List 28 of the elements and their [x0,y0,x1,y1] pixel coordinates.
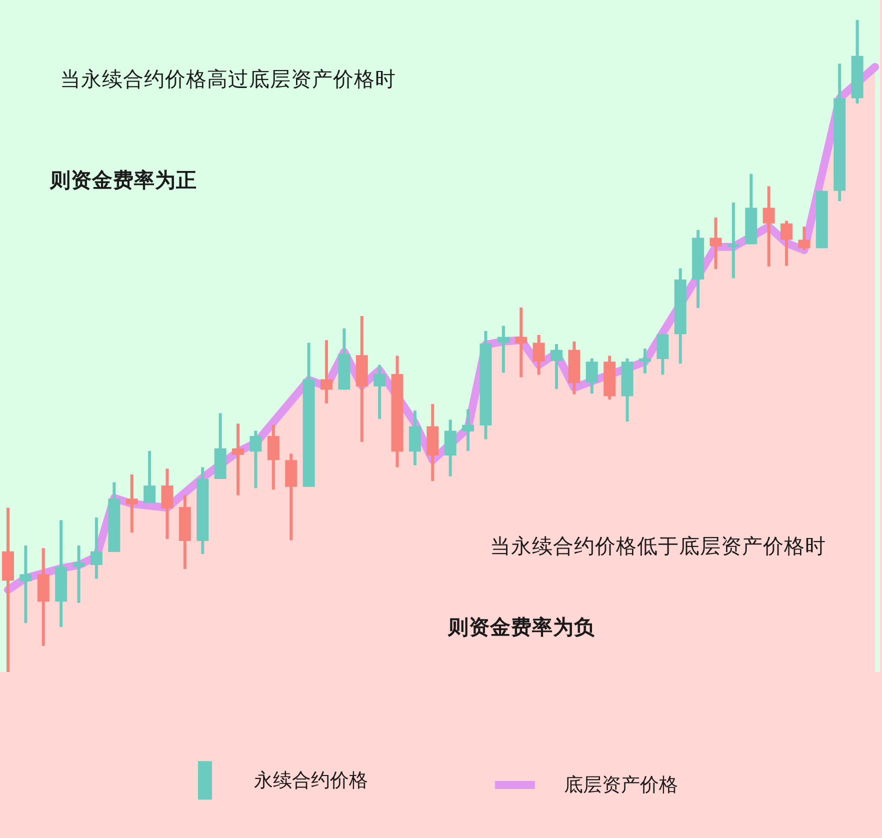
legend-label: 永续合约价格 [254,769,368,792]
candlestick [497,326,510,373]
annotation: 则资金费率为负 [447,615,596,639]
candlestick [90,517,102,579]
candlestick [727,202,740,278]
candlestick [762,186,775,266]
candlestick [232,424,244,496]
candlestick [550,344,563,390]
candlestick [586,358,598,394]
annotation: 则资金费率为正 [49,168,197,192]
candlestick [798,226,810,250]
candlestick [20,546,32,624]
candlestick [374,364,386,420]
candlestick [72,546,85,603]
legend-label: 底层资产价格 [564,774,678,796]
candlestick [126,474,138,532]
candlestick [144,450,156,504]
annotation: 当永续合约价格低于底层资产价格时 [490,534,826,558]
candlestick [710,218,722,270]
annotation: 当永续合约价格高过底层资产价格时 [60,67,396,91]
candlestick [161,468,174,539]
candlestick [320,340,332,404]
candlestick [515,308,528,378]
candlestick [780,220,793,266]
candlestick [532,334,545,375]
candlestick [462,409,474,451]
candlestick [638,348,651,374]
candlestick [250,430,262,488]
